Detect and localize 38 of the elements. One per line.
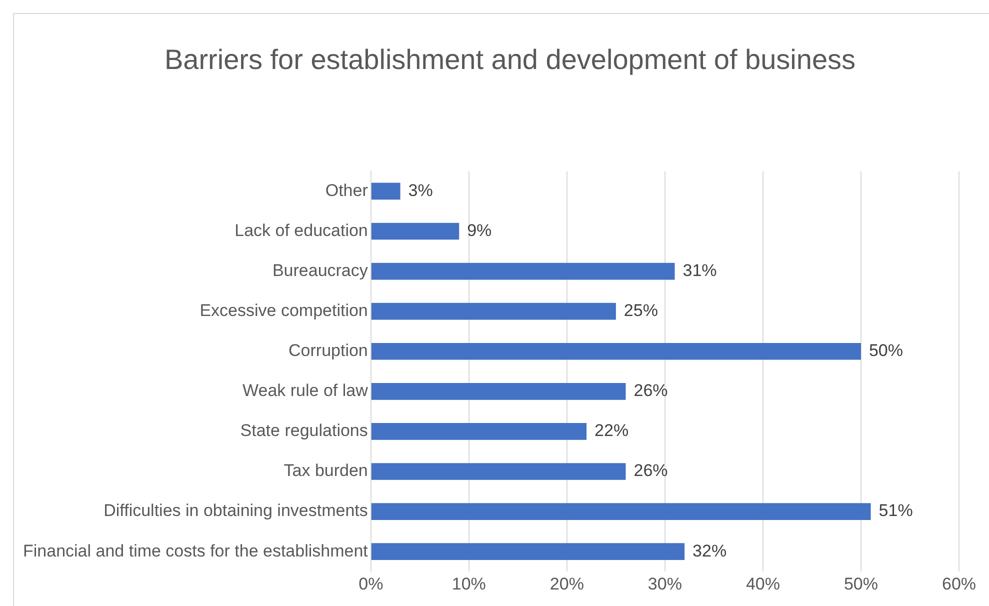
data-label: 3% xyxy=(408,180,433,200)
x-tick-label: 30% xyxy=(648,574,682,594)
x-tick-label: 40% xyxy=(746,574,780,594)
data-label: 51% xyxy=(878,501,913,520)
y-tick-label: Financial and time costs for the establishment xyxy=(23,541,368,560)
bar xyxy=(371,222,460,240)
bar xyxy=(371,543,685,560)
y-tick-label: Excessive competition xyxy=(200,301,368,320)
y-tick-label: Difficulties in obtaining investments xyxy=(104,501,368,520)
bar xyxy=(371,463,626,480)
data-label: 26% xyxy=(634,461,668,480)
bar xyxy=(371,342,861,360)
y-tick-label: Bureaucracy xyxy=(272,260,368,280)
data-label: 22% xyxy=(594,421,629,440)
x-tick-label: 10% xyxy=(452,574,486,594)
chart-title: Barriers for establishment and development of business xyxy=(163,43,857,77)
x-tick-label: 0% xyxy=(358,574,384,594)
y-tick-label: Corruption xyxy=(288,341,368,360)
data-label: 9% xyxy=(467,220,492,240)
bar xyxy=(371,503,871,520)
x-tick-label: 60% xyxy=(942,574,976,594)
y-tick-label: State regulations xyxy=(240,421,368,440)
data-label: 25% xyxy=(624,301,658,320)
data-label: 50% xyxy=(868,341,904,360)
y-tick-label: Weak rule of law xyxy=(242,381,369,400)
y-tick-label: Tax burden xyxy=(284,461,368,480)
bar xyxy=(371,423,587,440)
y-tick-label: Lack of education xyxy=(234,220,368,240)
bar xyxy=(371,302,616,320)
data-label: 31% xyxy=(682,260,717,280)
x-tick-label: 20% xyxy=(550,574,584,594)
bar xyxy=(371,262,675,280)
x-tick-label: 50% xyxy=(844,574,878,594)
bar xyxy=(371,383,626,400)
y-tick-label: Other xyxy=(325,180,368,200)
data-label: 32% xyxy=(692,541,727,560)
data-label: 26% xyxy=(634,381,668,400)
bar xyxy=(371,182,400,200)
